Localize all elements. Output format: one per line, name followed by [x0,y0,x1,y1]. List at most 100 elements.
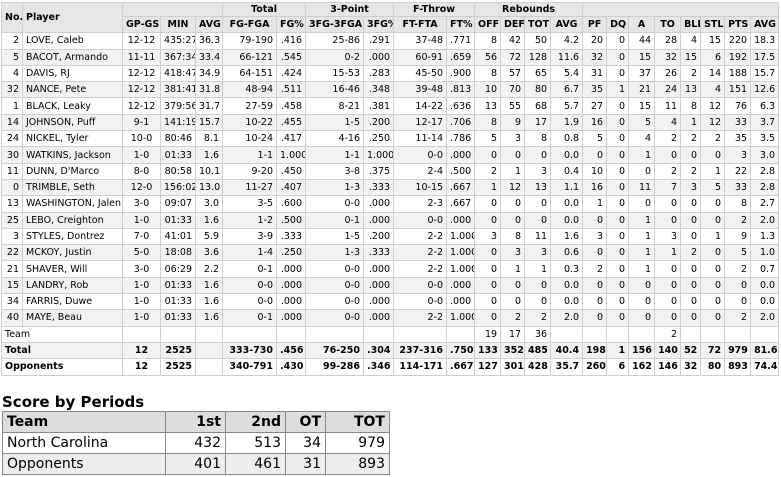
cell: 0 [680,260,702,278]
player-row: 24 NICKEL, Tyler 10-0 80:46 8.1 10-24.417 4-16… [1,130,780,148]
cell: 2 [680,244,702,262]
cell: 4-16 [305,130,365,148]
cell: 0-0 [305,195,365,213]
cell: .771 [446,32,476,50]
cell: 15-53 [305,64,365,83]
cell: .000 [363,276,395,295]
cell: 8 [524,130,552,148]
cell: FARRIS, Duwe [22,293,123,311]
cell: 33 [724,178,752,197]
cell: 48-94 [222,81,278,99]
cell: 5 [582,130,608,148]
cell: 260 [582,358,608,376]
cell: 81.6 [750,341,780,360]
cell: .375 [363,162,395,180]
cell: .545 [276,48,307,66]
column-header: No. [1,1,23,34]
cell: 1 [628,227,656,246]
cell [446,325,476,343]
cell: 37-48 [393,32,448,50]
cell: 9-1 [122,113,161,132]
cell: 2.2 [194,260,224,278]
column-header: Player [22,1,123,34]
cell [724,325,752,343]
group-header: F-Throw [393,2,476,17]
cell: 0 [474,276,502,295]
cell: 20 [582,32,608,50]
cell: 0 [524,146,552,164]
cell: .000 [446,146,476,164]
cell: 0 [582,244,608,262]
cell: 1.6 [194,309,224,327]
cell: 0 [654,309,682,327]
cell: 3 [474,227,502,246]
cell: 0 [500,211,526,229]
cell: 10-15 [393,178,448,197]
cell: 6.7 [550,81,584,99]
cell: 15 [700,32,726,50]
cell: 0 [724,293,752,311]
cell: .000 [446,211,476,229]
cell: 0 [628,293,656,311]
cell: 26 [654,64,682,83]
cell: 4 [1,64,23,83]
cell: 1 [628,211,656,229]
cell: DUNN, D'Marco [22,162,123,180]
cell: 0 [582,293,608,311]
cell: 0 [606,64,630,83]
cell: 0 [500,293,526,311]
cell: .000 [276,309,307,327]
cell: .667 [446,358,476,376]
cell: .291 [363,32,395,50]
cell: 5.4 [550,64,584,83]
cell: 10-24 [222,130,278,148]
cell: 0 [628,162,656,180]
cell [363,325,395,343]
row-label: Team [1,325,123,343]
row-label: Total [1,341,123,360]
cell: 06:29 [160,260,196,278]
cell: .000 [276,260,307,278]
cell: .750 [446,341,476,360]
cell: 4 [700,81,726,99]
cell: 13 [474,97,502,115]
cell: 1 [654,244,682,262]
cell: 2 [474,162,502,180]
group-header: 3-Point [305,2,395,17]
cell: 31 [582,64,608,83]
player-row: 14 JOHNSON, Puff 9-1 141:19 15.7 10-22.455 1-5… [1,113,780,132]
cell: 0.0 [750,276,780,295]
cell: 2525 [160,341,196,360]
cell: 8.1 [194,130,224,148]
cell: 0 [628,195,656,213]
cell: 2.0 [750,211,780,229]
cell: .455 [276,113,307,132]
cell: .200 [363,113,395,132]
cell: 0-2 [305,48,365,66]
player-row: 34 FARRIS, Duwe 1-0 01:33 1.6 0-0.000 0-0.000 0… [1,293,780,311]
cell: 0 [700,309,726,327]
column-header: 3FG-3FGA [305,15,365,34]
cell: 3 [500,244,526,262]
cell: 1-0 [122,293,161,311]
cell: 13.0 [194,178,224,197]
cell: 0.0 [550,276,584,295]
cell: .667 [446,178,476,197]
cell: 41:01 [160,227,196,246]
cell: 367:34 [160,48,196,66]
cell: 0-0 [305,260,365,278]
cell: .348 [363,81,395,99]
cell: 1 [628,260,656,278]
cell: 31.7 [194,97,224,115]
cell: 0 [606,276,630,295]
cell: MCKOY, Justin [22,244,123,262]
cell: 0 [474,195,502,213]
cell: .000 [446,293,476,311]
cell: 60-91 [393,48,448,66]
cell: 64-151 [222,64,278,83]
cell: 381:41 [160,81,196,99]
cell: 25 [1,211,23,229]
cell: 0 [606,211,630,229]
cell: 4 [628,130,656,148]
column-header: DQ [606,15,630,34]
